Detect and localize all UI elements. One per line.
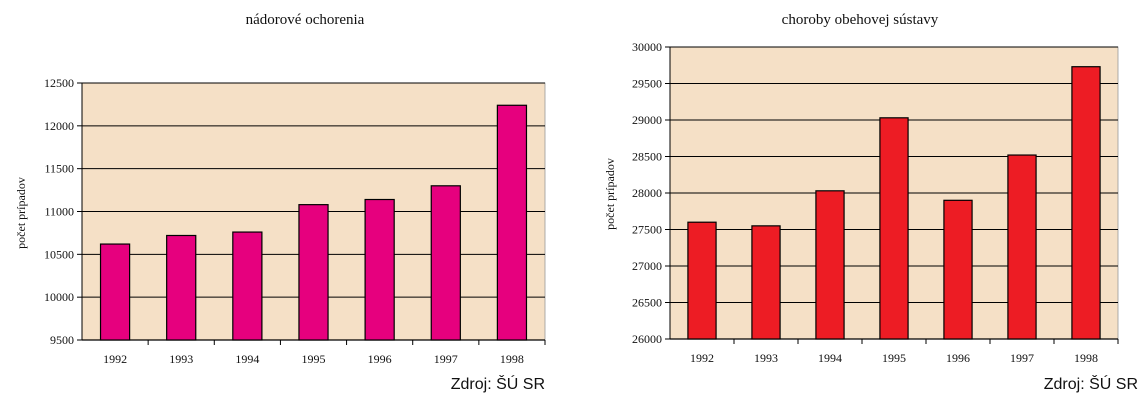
source-note: Zdroj: ŠÚ SR: [1044, 374, 1138, 393]
y-tick-label: 10000: [44, 290, 74, 304]
x-tick-label: 1992: [103, 352, 127, 366]
y-tick-label: 29500: [632, 77, 662, 91]
y-axis-label: počet prípadov: [14, 177, 28, 249]
x-tick-label: 1996: [946, 351, 970, 365]
chart-tumor-diseases: nádorové ochorenia počet prípadov 9500 10…: [14, 12, 546, 393]
x-tick-label: 1993: [169, 352, 193, 366]
x-tick-label: 1992: [690, 351, 714, 365]
bar: [166, 234, 197, 341]
x-tick-label: 1993: [754, 351, 778, 365]
bar: [687, 221, 717, 340]
x-tick-label: 1994: [235, 352, 259, 366]
x-tick-label: 1996: [368, 352, 392, 366]
y-tick-label: 26500: [632, 296, 662, 310]
y-tick-label: 26000: [632, 332, 662, 346]
x-tick-label: 1995: [882, 351, 906, 365]
chart-title: nádorové ochorenia: [246, 12, 365, 28]
y-tick-label: 27000: [632, 259, 662, 273]
plot-area: 26000 26500 27000 27500 28000 28500 29000 29500…: [632, 40, 1119, 365]
x-tick-label: 1998: [500, 352, 524, 366]
y-tick-label: 9500: [50, 333, 74, 347]
y-tick-label: 30000: [632, 40, 662, 54]
bar: [815, 190, 845, 340]
x-tick-label: 1997: [434, 352, 458, 366]
bar: [364, 198, 395, 341]
x-tick-label: 1998: [1074, 351, 1098, 365]
bar: [430, 185, 461, 341]
y-tick-label: 12500: [44, 76, 74, 90]
bar: [1007, 154, 1037, 340]
y-tick-label: 11000: [44, 205, 74, 219]
y-tick-label: 29000: [632, 113, 662, 127]
y-tick-label: 27500: [632, 223, 662, 237]
source-note: Zdroj: ŠÚ SR: [451, 374, 545, 393]
bar: [1071, 66, 1101, 340]
plot-area: 9500 10000 10500 11000 11500 12000 12500 1992 19…: [44, 76, 546, 366]
bar: [496, 104, 528, 341]
bar: [879, 117, 909, 340]
y-tick-label: 12000: [44, 119, 74, 133]
bar: [99, 243, 131, 341]
y-axis-label: počet prípadov: [603, 158, 617, 230]
chart-title: choroby obehovej sústavy: [782, 12, 939, 28]
chart-circulatory-diseases: choroby obehovej sústavy počet prípadov …: [603, 12, 1138, 393]
x-tick-label: 1994: [818, 351, 842, 365]
bar: [232, 231, 263, 341]
bar: [943, 199, 973, 340]
y-tick-label: 11500: [44, 162, 74, 176]
y-tick-label: 28000: [632, 186, 662, 200]
y-tick-label: 10500: [44, 247, 74, 261]
bar: [751, 225, 781, 340]
x-tick-label: 1997: [1010, 351, 1034, 365]
x-tick-label: 1995: [302, 352, 326, 366]
bar: [298, 204, 329, 341]
y-tick-label: 28500: [632, 150, 662, 164]
